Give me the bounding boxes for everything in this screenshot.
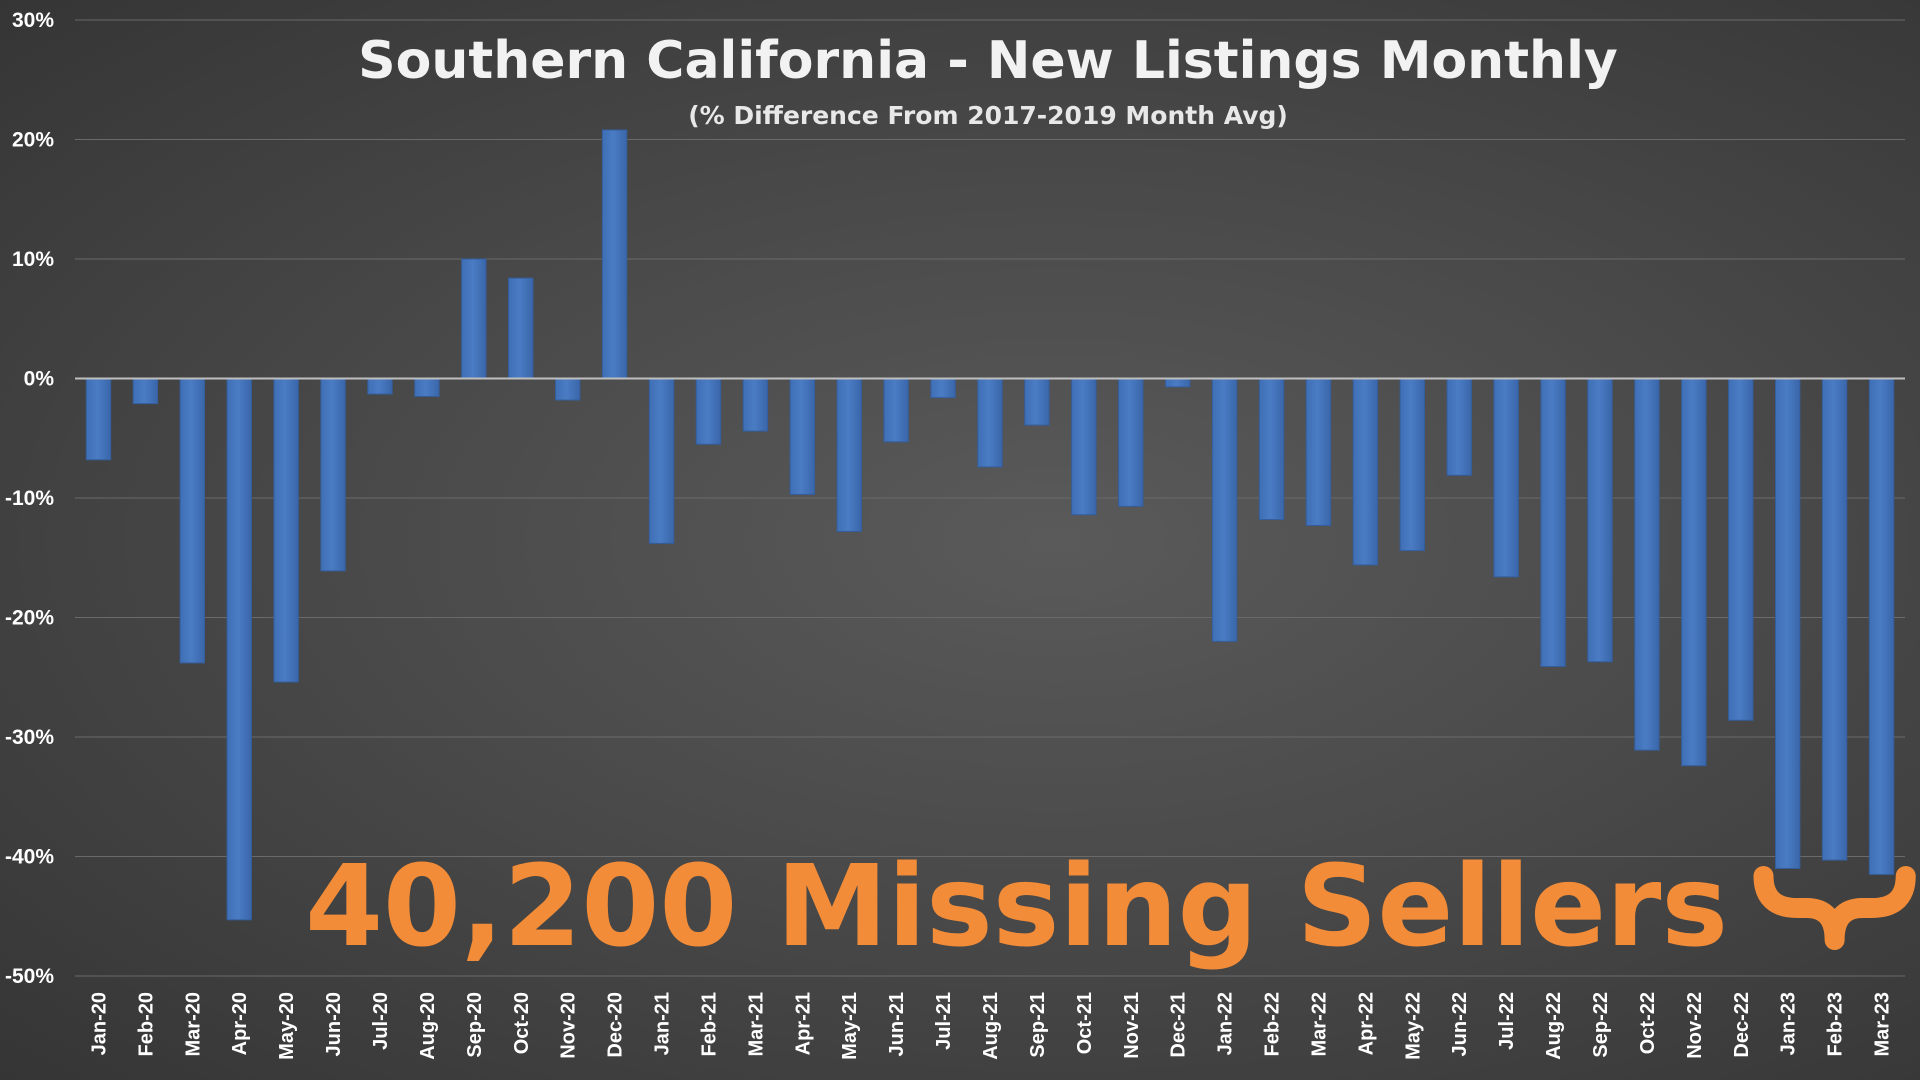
x-tick-label: Dec-20	[605, 992, 627, 1058]
bar-may-21	[836, 378, 862, 532]
x-tick-label: Jun-22	[1449, 992, 1471, 1056]
x-tick-label: May-20	[276, 992, 298, 1060]
bar-apr-20	[226, 378, 252, 921]
bar-may-20	[273, 378, 299, 683]
x-tick-label: Jan-22	[1215, 992, 1237, 1055]
x-tick-label: Nov-22	[1684, 992, 1706, 1059]
x-tick-label: Feb-20	[135, 992, 157, 1056]
y-tick-label: 20%	[12, 129, 54, 152]
bars	[85, 129, 1895, 921]
x-tick-label: Sep-22	[1590, 992, 1612, 1058]
y-tick-label: -30%	[5, 726, 54, 749]
x-tick-label: Jan-21	[652, 992, 674, 1055]
curly-brace-icon	[1753, 866, 1916, 950]
bar-jun-20	[320, 378, 346, 572]
x-tick-label: Nov-20	[558, 992, 580, 1059]
x-tick-label: Jan-20	[88, 992, 110, 1055]
bar-jan-23	[1774, 378, 1801, 869]
bar-mar-22	[1305, 378, 1332, 526]
bar-nov-20	[554, 378, 581, 401]
x-tick-label: Oct-20	[511, 992, 533, 1054]
x-tick-label: May-22	[1402, 992, 1424, 1060]
bar-sep-21	[1024, 378, 1050, 426]
bar-feb-21	[695, 378, 722, 445]
x-tick-label: Dec-21	[1168, 992, 1190, 1058]
chart-title: Southern California - New Listings Month…	[358, 31, 1618, 91]
x-tick-label: Jun-20	[323, 992, 345, 1056]
bar-jun-21	[883, 378, 909, 443]
x-tick-label: Oct-21	[1074, 992, 1096, 1054]
bar-jul-22	[1493, 378, 1519, 578]
bar-aug-22	[1540, 378, 1566, 667]
bar-dec-20	[601, 129, 628, 379]
bar-oct-20	[508, 277, 534, 379]
bar-aug-20	[414, 378, 440, 397]
x-tick-label: Jun-21	[886, 992, 908, 1056]
bar-jan-22	[1211, 378, 1238, 642]
bar-jan-20	[85, 378, 112, 461]
bar-apr-21	[789, 378, 816, 495]
y-axis-tick-labels: 30% 20% 10% 0% -10% -20% -30% -40% -50%	[5, 9, 54, 988]
bar-jan-21	[648, 378, 675, 544]
x-tick-label: Mar-21	[745, 992, 767, 1056]
bar-nov-21	[1118, 378, 1144, 507]
bar-jul-21	[930, 378, 956, 399]
y-tick-label: 0%	[24, 368, 55, 391]
bar-dec-22	[1728, 378, 1754, 721]
missing-sellers-annotation: 40,200 Missing Sellers	[305, 842, 1728, 972]
x-tick-label: Aug-22	[1543, 992, 1565, 1060]
x-tick-label: Aug-21	[980, 992, 1002, 1060]
y-tick-label: 30%	[12, 9, 54, 32]
bar-aug-21	[977, 378, 1003, 468]
x-tick-label: Jul-21	[933, 992, 955, 1050]
bar-mar-23	[1868, 378, 1895, 875]
x-tick-label: Mar-23	[1872, 992, 1894, 1056]
chart-subtitle: (% Difference From 2017-2019 Month Avg)	[688, 101, 1288, 130]
bar-dec-21	[1164, 378, 1191, 388]
x-tick-label: Feb-21	[698, 992, 720, 1056]
y-tick-label: 10%	[12, 248, 54, 271]
bar-jul-20	[367, 378, 393, 395]
bar-feb-22	[1258, 378, 1285, 521]
x-tick-label: Sep-21	[1027, 992, 1049, 1058]
x-tick-label: May-21	[839, 992, 861, 1060]
bar-oct-22	[1634, 378, 1660, 751]
y-tick-label: -20%	[5, 607, 54, 630]
x-tick-label: Sep-20	[464, 992, 486, 1058]
bar-feb-23	[1821, 378, 1848, 861]
bar-oct-21	[1071, 378, 1097, 516]
x-tick-label: Mar-20	[182, 992, 204, 1056]
bar-jun-22	[1446, 378, 1472, 476]
x-tick-label: Jul-22	[1496, 992, 1518, 1050]
x-tick-label: Apr-22	[1355, 992, 1377, 1055]
bar-nov-22	[1681, 378, 1707, 767]
bar-feb-20	[132, 378, 159, 405]
bar-may-22	[1399, 378, 1426, 552]
x-tick-label: Jul-20	[370, 992, 392, 1050]
y-tick-label: -40%	[5, 846, 54, 869]
bar-sep-20	[461, 258, 487, 379]
x-tick-label: Apr-20	[229, 992, 251, 1055]
x-tick-label: Nov-21	[1121, 992, 1143, 1059]
bar-sep-22	[1587, 378, 1613, 663]
x-tick-label: Oct-22	[1637, 992, 1659, 1054]
x-tick-label: Aug-20	[417, 992, 439, 1060]
y-tick-label: -50%	[5, 965, 54, 988]
x-tick-label: Dec-22	[1731, 992, 1753, 1058]
x-tick-label: Jan-23	[1778, 992, 1800, 1055]
bar-mar-20	[179, 378, 206, 664]
bar-mar-21	[742, 378, 769, 432]
bar-apr-22	[1352, 378, 1379, 566]
x-axis-tick-labels: Jan-20 Feb-20 Mar-20 Apr-20 May-20 Jun-20 Jul-…	[88, 992, 1893, 1060]
x-tick-label: Feb-23	[1825, 992, 1847, 1056]
x-tick-label: Mar-22	[1308, 992, 1330, 1056]
gridlines	[75, 19, 1905, 977]
x-tick-label: Feb-22	[1262, 992, 1284, 1056]
y-tick-label: -10%	[5, 487, 54, 510]
x-tick-label: Apr-21	[792, 992, 814, 1055]
